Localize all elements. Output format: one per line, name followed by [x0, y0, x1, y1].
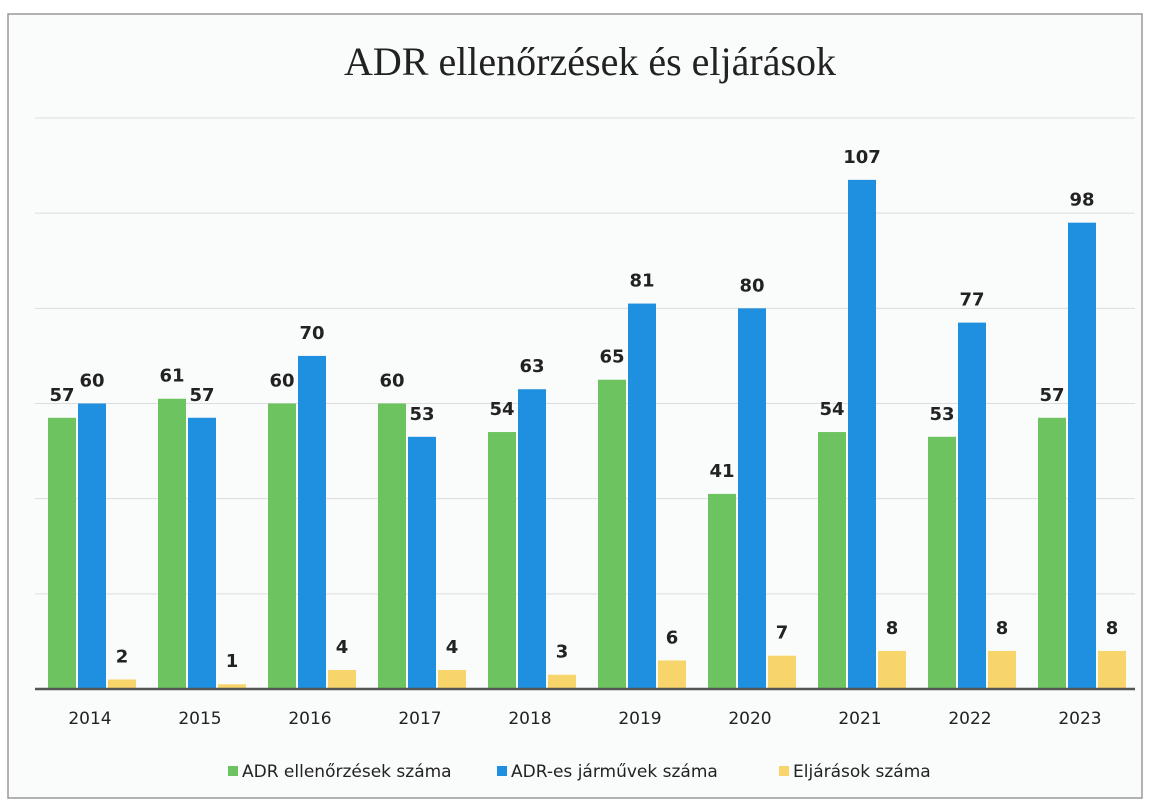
- data-label: 53: [929, 404, 954, 425]
- bar: [438, 669, 466, 689]
- data-label: 107: [843, 147, 881, 168]
- bar: [188, 417, 216, 689]
- data-label: 57: [1039, 385, 1064, 406]
- bar: [818, 432, 846, 689]
- data-label: 41: [709, 461, 734, 482]
- data-label: 70: [299, 323, 324, 344]
- bar: [518, 389, 546, 689]
- x-tick-label: 2022: [948, 709, 991, 729]
- data-label: 98: [1069, 190, 1094, 211]
- legend-swatch: [497, 766, 507, 776]
- bar: [1098, 650, 1126, 689]
- legend-swatch: [779, 766, 789, 776]
- bar: [218, 684, 246, 689]
- bar: [878, 650, 906, 689]
- data-label: 77: [959, 290, 984, 311]
- data-label: 54: [819, 399, 844, 420]
- bar: [378, 403, 406, 689]
- data-label: 6: [666, 627, 679, 648]
- bar: [928, 436, 956, 689]
- data-label: 4: [446, 637, 459, 658]
- bar: [158, 398, 186, 689]
- legend-swatch: [228, 766, 238, 776]
- data-label: 65: [599, 347, 624, 368]
- data-label: 61: [159, 366, 184, 387]
- data-label: 1: [226, 651, 239, 672]
- legend-label: ADR ellenőrzések száma: [242, 762, 452, 782]
- bar: [1038, 417, 1066, 689]
- x-tick-label: 2017: [398, 709, 441, 729]
- x-tick-label: 2021: [838, 709, 881, 729]
- x-tick-label: 2016: [288, 709, 331, 729]
- bar: [658, 660, 686, 689]
- data-label: 8: [996, 618, 1009, 639]
- data-label: 63: [519, 356, 544, 377]
- x-tick-label: 2020: [728, 709, 771, 729]
- bar: [78, 403, 106, 689]
- data-label: 57: [49, 385, 74, 406]
- bar: [268, 403, 296, 689]
- data-label: 54: [489, 399, 514, 420]
- legend-label: Eljárások száma: [793, 762, 931, 782]
- data-label: 2: [116, 646, 129, 667]
- bar: [408, 436, 436, 689]
- data-label: 53: [409, 404, 434, 425]
- data-label: 60: [79, 371, 104, 392]
- bar: [548, 674, 576, 689]
- bar: [488, 432, 516, 689]
- data-label: 60: [269, 371, 294, 392]
- bar: [108, 679, 136, 689]
- data-label: 4: [336, 637, 349, 658]
- data-label: 3: [556, 642, 569, 663]
- chart-title: ADR ellenőrzések és eljárások: [344, 39, 836, 84]
- bar: [738, 308, 766, 689]
- bar: [768, 655, 796, 689]
- data-label: 81: [629, 271, 654, 292]
- data-label: 80: [739, 275, 764, 296]
- bar: [628, 303, 656, 689]
- data-label: 57: [189, 385, 214, 406]
- x-tick-label: 2015: [178, 709, 221, 729]
- data-label: 8: [1106, 618, 1119, 639]
- bar: [598, 379, 626, 689]
- legend-label: ADR-es járművek száma: [511, 762, 718, 782]
- bar: [708, 493, 736, 689]
- bar: [1068, 222, 1096, 689]
- bar: [958, 322, 986, 689]
- data-label: 60: [379, 371, 404, 392]
- x-tick-label: 2018: [508, 709, 551, 729]
- bar: [988, 650, 1016, 689]
- bar: [48, 417, 76, 689]
- data-label: 7: [776, 623, 789, 644]
- x-tick-label: 2023: [1058, 709, 1101, 729]
- bar: [298, 355, 326, 689]
- data-label: 8: [886, 618, 899, 639]
- x-tick-label: 2019: [618, 709, 661, 729]
- x-tick-label: 2014: [68, 709, 111, 729]
- bar: [328, 669, 356, 689]
- bar: [848, 179, 876, 689]
